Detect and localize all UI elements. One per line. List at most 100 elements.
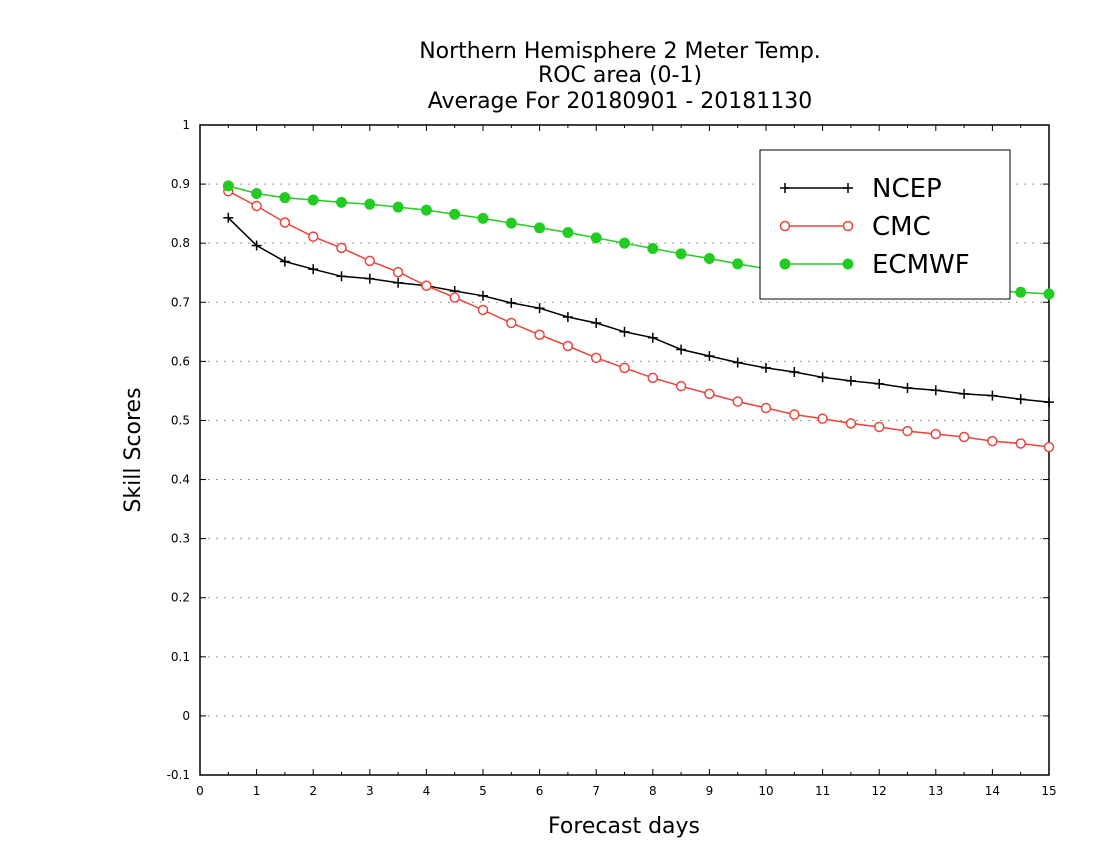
cmc-point [647, 372, 659, 384]
cmc-point [987, 435, 998, 447]
x-tick-label: 15 [1041, 784, 1056, 798]
ecmwf-point [392, 201, 404, 213]
legend-label-ncep: NCEP [872, 174, 942, 204]
series-cmc [223, 185, 1055, 453]
cmc-point [675, 380, 687, 392]
y-tick-label: 0.2 [171, 591, 190, 605]
cmc-point [449, 292, 460, 303]
cmc-point [336, 242, 347, 254]
y-axis-label: Skill Scores [121, 387, 146, 512]
x-tick-label: 3 [366, 784, 374, 798]
x-tick-label: 5 [479, 784, 487, 798]
ecmwf-point [647, 243, 659, 254]
ncep-point [562, 312, 573, 323]
title-line-3: Average For 20180901 - 20181130 [428, 89, 813, 114]
cmc-point [619, 362, 630, 374]
legend-item-ecmwf: ECMWF [779, 250, 970, 280]
ecmwf-point [703, 253, 715, 265]
ecmwf-point [364, 198, 376, 210]
ecmwf-point [279, 192, 291, 204]
x-tick-label: 11 [815, 784, 830, 798]
title-line-1: Northern Hemisphere 2 Meter Temp. [419, 39, 821, 64]
y-tick-label: 0.4 [171, 473, 190, 487]
ecmwf-point [1015, 286, 1027, 298]
ecmwf-point [251, 188, 263, 200]
cmc-point [534, 329, 545, 341]
cmc-point [902, 425, 913, 437]
cmc-point [704, 388, 715, 400]
ncep-point [789, 367, 800, 377]
ncep-point [704, 351, 715, 362]
legend-marker-ncep [843, 183, 853, 193]
ncep-point [761, 362, 771, 373]
cmc-point [279, 217, 291, 228]
cmc-point [930, 428, 942, 440]
y-tick-label: 0.7 [171, 295, 190, 309]
ncep-point [393, 277, 404, 288]
cmc-point [421, 280, 432, 291]
ncep-point [647, 332, 658, 343]
ncep-point [223, 212, 234, 223]
ecmwf-point [477, 212, 489, 224]
ecmwf-point [222, 180, 234, 192]
ncep-point [591, 317, 602, 328]
x-tick-label: 7 [592, 784, 600, 798]
y-tick-label: 0.1 [171, 650, 190, 664]
x-tick-label: 0 [196, 784, 204, 798]
series-layer [222, 180, 1055, 453]
cmc-point [732, 396, 743, 407]
legend-marker-cmc [842, 220, 854, 232]
cmc-point [845, 418, 857, 429]
ecmwf-point [732, 258, 744, 270]
y-tick-label: 0.8 [171, 236, 190, 250]
cmc-point [789, 409, 800, 420]
x-tick-label: 4 [423, 784, 431, 798]
cmc-point [873, 421, 885, 433]
ecmwf-point [562, 227, 574, 239]
ncep-point [817, 372, 828, 383]
x-tick-label: 8 [649, 784, 657, 798]
ecmwf-point [675, 248, 687, 260]
cmc-point [562, 340, 574, 352]
ncep-point [1015, 394, 1026, 405]
ncep-point [930, 385, 941, 396]
ecmwf-point [449, 208, 461, 220]
legend-item-ncep: NCEP [780, 174, 942, 204]
ecmwf-point [590, 232, 602, 244]
legend-item-cmc: CMC [779, 212, 931, 242]
ncep-point [279, 256, 290, 267]
ncep-point [732, 357, 743, 368]
ecmwf-point [1043, 288, 1055, 300]
cmc-point [506, 317, 517, 329]
legend-marker-ncep [780, 183, 790, 193]
ncep-point [251, 240, 262, 251]
legend-label-cmc: CMC [872, 212, 931, 242]
x-tick-label: 2 [309, 784, 317, 798]
ncep-point [336, 271, 347, 282]
ecmwf-point [505, 217, 517, 229]
ncep-point [478, 290, 488, 301]
x-tick-label: 1 [253, 784, 261, 798]
cmc-point [958, 431, 970, 443]
x-tick-label: 12 [872, 784, 887, 798]
y-tick-label: 1 [182, 118, 190, 132]
ncep-point [959, 388, 970, 399]
legend-box [759, 149, 1011, 300]
y-tick-label: -0.1 [167, 768, 190, 782]
ncep-point [506, 297, 517, 308]
ncep-point [1044, 397, 1054, 408]
ecmwf-point [420, 204, 432, 216]
y-axis-ticks: -0.1 0 0.1 0.2 0.3 0.4 0.5 0.6 0.7 0.8 0.9 1 [167, 118, 1049, 782]
cmc-point [251, 200, 262, 212]
cmc-point [1015, 438, 1026, 449]
legend-marker-ecmwf [842, 258, 854, 270]
y-tick-label: 0.3 [171, 532, 190, 546]
x-tick-label: 14 [985, 784, 1000, 798]
cmc-point [817, 413, 828, 424]
legend-label-ecmwf: ECMWF [872, 250, 970, 280]
y-tick-label: 0 [182, 709, 190, 723]
cmc-point [477, 304, 489, 316]
y-tick-label: 0.5 [171, 413, 190, 427]
ecmwf-point [619, 237, 630, 249]
